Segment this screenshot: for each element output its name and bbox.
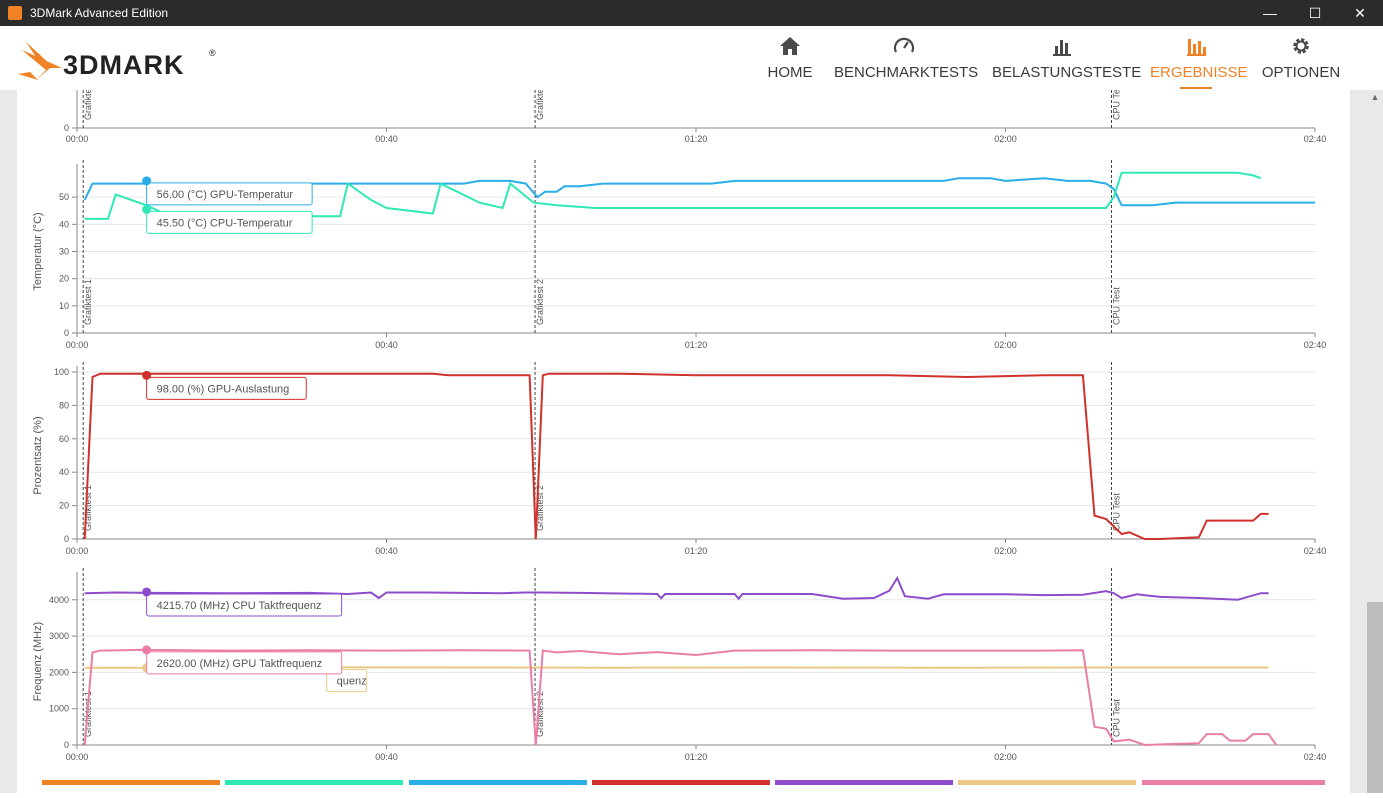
x-tick-label: 01:20 xyxy=(685,546,708,556)
y-tick-label: 60 xyxy=(59,434,69,444)
brand-registered-mark: ® xyxy=(209,48,216,58)
nav-optionen[interactable]: OPTIONEN xyxy=(1258,34,1344,84)
tooltip-text: quenz xyxy=(337,676,367,688)
x-tick-label: 02:40 xyxy=(1304,134,1327,144)
x-tick-label: 00:40 xyxy=(375,752,398,762)
scroll-up-arrow-icon[interactable]: ▲ xyxy=(1367,90,1383,104)
top-navigation: 3DMARK ® HOME BENCHMARKTESTS BELASTUNGST… xyxy=(0,26,1383,90)
y-tick-label: 3000 xyxy=(49,631,69,641)
minimize-button[interactable]: — xyxy=(1247,0,1293,26)
nav-optionen-label: OPTIONEN xyxy=(1258,64,1344,81)
x-tick-label: 02:00 xyxy=(994,134,1017,144)
nav-home-label: HOME xyxy=(760,64,820,81)
legend-item-accent[interactable] xyxy=(42,780,220,785)
y-tick-label: 40 xyxy=(59,467,69,477)
legend-item-gpu-load[interactable] xyxy=(592,780,770,785)
tooltip-text: 98.00 (%) GPU-Auslastung xyxy=(157,383,290,395)
brand-name: 3DMARK xyxy=(63,50,185,80)
y-tick-label: 0 xyxy=(64,740,69,750)
x-tick-label: 00:00 xyxy=(66,546,89,556)
tooltip-text: 45.50 (°C) CPU-Temperatur xyxy=(157,217,293,229)
y-tick-label: 40 xyxy=(59,219,69,229)
x-tick-label: 00:40 xyxy=(375,134,398,144)
nav-belastungsteste[interactable]: BELASTUNGSTESTE xyxy=(992,34,1132,84)
y-tick-label: 100 xyxy=(54,367,69,377)
legend-item-cpu-temp[interactable] xyxy=(225,780,403,785)
x-tick-label: 01:20 xyxy=(685,340,708,350)
x-tick-label: 02:00 xyxy=(994,340,1017,350)
x-tick-label: 02:40 xyxy=(1304,546,1327,556)
y-tick-label: 0 xyxy=(64,328,69,338)
test-marker-label: Grafiktest 2 xyxy=(535,279,545,325)
title-bar: 3DMark Advanced Edition — ☐ ✕ xyxy=(0,0,1383,26)
test-marker-label: CPU Test xyxy=(1112,287,1122,325)
y-tick-label: 10 xyxy=(59,301,69,311)
bar-chart-icon xyxy=(992,34,1132,58)
test-marker-label: CPU Test xyxy=(1112,90,1122,120)
close-button[interactable]: ✕ xyxy=(1337,0,1383,26)
app-logo-icon xyxy=(8,6,22,20)
y-axis-label: Frequenz (MHz) xyxy=(32,622,44,701)
x-tick-label: 01:20 xyxy=(685,752,708,762)
x-tick-label: 00:00 xyxy=(66,752,89,762)
y-tick-label: 2000 xyxy=(49,667,69,677)
x-tick-label: 00:40 xyxy=(375,340,398,350)
y-tick-label: 30 xyxy=(59,247,69,257)
x-tick-label: 02:40 xyxy=(1304,752,1327,762)
scrollbar-thumb[interactable] xyxy=(1367,602,1383,793)
x-tick-label: 00:00 xyxy=(66,340,89,350)
tooltip-text: 2620.00 (MHz) GPU Taktfrequenz xyxy=(157,658,322,670)
tooltip-text: 56.00 (°C) GPU-Temperatur xyxy=(157,189,294,201)
gear-icon xyxy=(1258,34,1344,58)
tooltip-point xyxy=(142,371,151,380)
y-tick-label: 20 xyxy=(59,501,69,511)
tooltip-point xyxy=(142,645,151,654)
y-tick-label: 0 xyxy=(64,123,69,133)
vertical-scrollbar[interactable]: ▲ xyxy=(1350,90,1383,793)
x-tick-label: 01:20 xyxy=(685,134,708,144)
nav-benchmarktests-label: BENCHMARKTESTS xyxy=(834,64,974,81)
legend-item-gpu-clock[interactable] xyxy=(1142,780,1325,785)
test-marker-label: Grafiktest 1 xyxy=(83,90,93,120)
logo-wing-icon: 3DMARK ® xyxy=(16,34,226,84)
x-tick-label: 00:00 xyxy=(66,134,89,144)
speedometer-icon xyxy=(834,34,974,58)
legend-item-gpu-temp[interactable] xyxy=(409,780,587,785)
y-tick-label: 50 xyxy=(59,192,69,202)
x-tick-label: 02:40 xyxy=(1304,340,1327,350)
tooltip-point xyxy=(142,176,151,185)
window-title: 3DMark Advanced Edition xyxy=(30,6,168,20)
test-marker-label: Grafiktest 1 xyxy=(83,279,93,325)
nav-ergebnisse[interactable]: ERGEBNISSE xyxy=(1150,34,1242,84)
test-marker-label: Grafiktest 2 xyxy=(535,90,545,120)
left-gutter xyxy=(0,90,17,793)
y-axis-label: Temperatur (°C) xyxy=(32,212,44,290)
legend-item-cpu-clock[interactable] xyxy=(775,780,953,785)
nav-home[interactable]: HOME xyxy=(760,34,820,84)
x-tick-label: 02:00 xyxy=(994,546,1017,556)
y-tick-label: 4000 xyxy=(49,595,69,605)
maximize-button[interactable]: ☐ xyxy=(1292,0,1338,26)
legend-item-gpu-mem-clock[interactable] xyxy=(958,780,1136,785)
nav-benchmarktests[interactable]: BENCHMARKTESTS xyxy=(834,34,974,84)
brand-logo[interactable]: 3DMARK ® xyxy=(16,34,226,84)
tooltip-point xyxy=(142,205,151,214)
y-tick-label: 80 xyxy=(59,400,69,410)
tooltip-point xyxy=(142,587,151,596)
y-tick-label: 20 xyxy=(59,274,69,284)
nav-belastungsteste-label: BELASTUNGSTESTE xyxy=(992,64,1132,81)
home-icon xyxy=(760,34,820,58)
tooltip-text: 4215.70 (MHz) CPU Taktfrequenz xyxy=(157,600,322,612)
x-tick-label: 00:40 xyxy=(375,546,398,556)
test-marker-label: CPU Test xyxy=(1112,699,1122,737)
y-tick-label: 0 xyxy=(64,534,69,544)
x-tick-label: 02:00 xyxy=(994,752,1017,762)
nav-ergebnisse-label: ERGEBNISSE xyxy=(1150,64,1242,81)
active-tab-underline xyxy=(1180,87,1212,89)
y-tick-label: 1000 xyxy=(49,704,69,714)
y-axis-label: Prozentsatz (%) xyxy=(32,416,44,494)
results-chart-icon xyxy=(1150,34,1242,58)
